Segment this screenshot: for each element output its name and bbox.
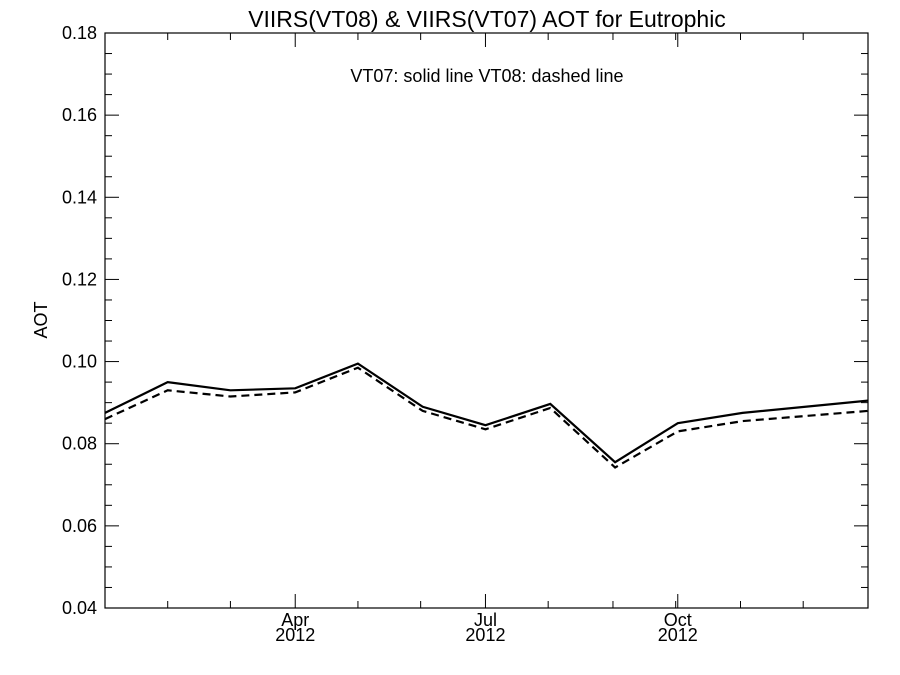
series-line-vt08 — [104, 366, 869, 469]
series-line-vt07 — [104, 362, 869, 464]
x-tick-month-label: Jul — [474, 610, 497, 630]
x-tick-year-label: 2012 — [658, 625, 698, 645]
y-tick-label: 0.06 — [62, 516, 97, 536]
y-tick-label: 0.18 — [62, 23, 97, 43]
y-tick-label: 0.08 — [62, 434, 97, 454]
y-axis-ticks: 0.04 0.06 0.08 0.10 0.12 0.14 0.16 0.18 — [62, 23, 868, 618]
y-axis-label: AOT — [31, 301, 51, 338]
chart-title: VIIRS(VT08) & VIIRS(VT07) AOT for Eutrop… — [248, 6, 726, 32]
x-tick-month-label: Oct — [664, 610, 692, 630]
y-tick-label: 0.16 — [62, 105, 97, 125]
y-tick-label: 0.14 — [62, 187, 97, 207]
x-tick-year-label: 2012 — [465, 625, 505, 645]
y-tick-label: 0.10 — [62, 352, 97, 372]
x-tick-year-label: 2012 — [275, 625, 315, 645]
line-style-annotation: VT07: solid line VT08: dashed line — [350, 66, 623, 86]
x-tick-month-label: Apr — [281, 610, 309, 630]
y-tick-label: 0.04 — [62, 598, 97, 618]
plot-frame — [104, 32, 869, 609]
y-tick-label: 0.12 — [62, 269, 97, 289]
series-layer — [104, 362, 869, 469]
